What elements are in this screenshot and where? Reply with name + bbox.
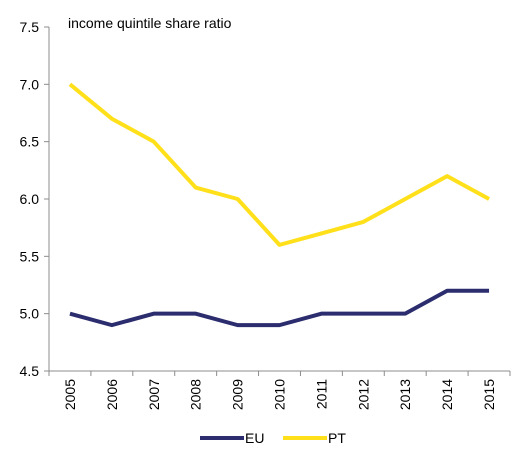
y-tick-label: 5.5 xyxy=(20,248,40,264)
x-tick-label: 2005 xyxy=(62,379,78,410)
x-tick-label: 2013 xyxy=(397,379,413,410)
legend-label-pt: PT xyxy=(328,430,346,446)
x-tick-label: 2007 xyxy=(146,379,162,410)
series-line-pt xyxy=(68,82,491,247)
y-tick-label: 7.5 xyxy=(20,19,40,35)
x-tick-label: 2015 xyxy=(481,379,497,410)
x-tick-label: 2008 xyxy=(188,379,204,410)
x-tick-label: 2009 xyxy=(230,379,246,410)
legend-label-eu: EU xyxy=(245,430,264,446)
legend: EU PT xyxy=(200,430,346,446)
x-tick-label: 2011 xyxy=(313,379,329,409)
y-tick-label: 4.5 xyxy=(20,363,40,379)
series-line-eu xyxy=(69,288,490,328)
x-tick-label: 2014 xyxy=(439,379,455,410)
x-axis-ticks: 2005 2006 2007 2008 2009 2010 2011 2012 2013 2014… xyxy=(48,371,511,410)
y-axis-ticks: 4.5 5.0 5.5 6.0 6.5 7.0 7.5 xyxy=(20,19,49,379)
series-lines xyxy=(68,82,491,328)
x-tick-label: 2010 xyxy=(272,379,288,410)
x-tick-label: 2006 xyxy=(104,379,120,410)
y-tick-label: 5.0 xyxy=(20,306,40,322)
x-tick-label: 2012 xyxy=(355,379,371,410)
y-tick-label: 6.0 xyxy=(20,191,40,207)
y-tick-label: 7.0 xyxy=(20,76,40,92)
y-tick-label: 6.5 xyxy=(20,134,40,150)
y-axis-title: income quintile share ratio xyxy=(68,15,232,31)
